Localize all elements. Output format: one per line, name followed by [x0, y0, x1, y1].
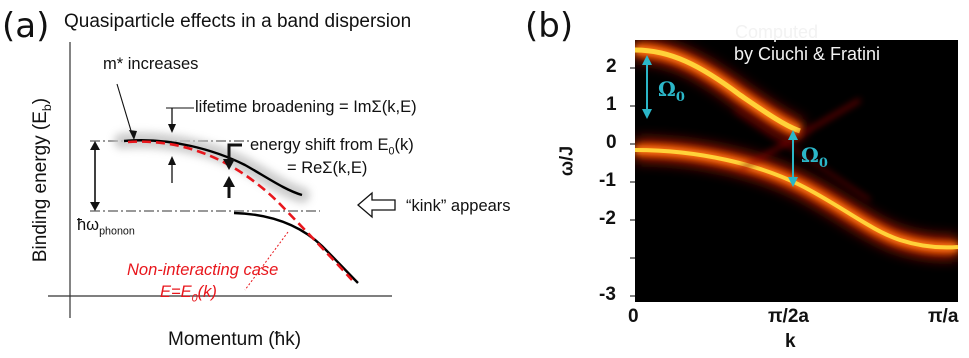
shift-bracket — [227, 143, 242, 163]
panel-b-label: (b) — [525, 6, 574, 46]
omega-label-2: Ω0 — [801, 143, 828, 171]
upper-band — [635, 47, 801, 134]
noninteracting-label-2: E=E0(k) — [160, 283, 217, 305]
kink-label: “kink” appears — [406, 197, 511, 215]
xtick-mid: π/2a — [768, 306, 809, 327]
panel-a-xlabel: Momentum (ħk) — [168, 329, 302, 350]
panel-b-xlabel: k — [785, 331, 796, 352]
panel-a-title: Quasiparticle effects in a band dispersi… — [64, 11, 412, 32]
ytick-m1: -1 — [599, 170, 616, 191]
xtick-0: 0 — [628, 306, 639, 327]
mass-label: m* increases — [103, 55, 199, 73]
ytick-m2: -2 — [599, 208, 616, 229]
map-background — [635, 40, 958, 302]
credit-line-2: by Ciuchi & Fratini — [734, 44, 881, 64]
ytick-1: 1 — [606, 94, 617, 115]
panel-b-ylabel: ω/J — [556, 145, 577, 177]
noninteracting-pointer — [244, 231, 289, 291]
kink-arrow — [357, 191, 396, 219]
lower-band — [635, 148, 958, 250]
ytick-m3: -3 — [599, 284, 616, 305]
ytick-2: 2 — [606, 56, 617, 77]
xtick-end: π/a — [928, 306, 959, 327]
shift-label-2: = ReΣ(k,E) — [287, 159, 368, 177]
omega-label-1: Ω0 — [658, 77, 685, 105]
lifetime-label: lifetime broadening = ImΣ(k,E) — [195, 98, 417, 116]
dressed-band-upper — [123, 139, 303, 197]
mass-arrow — [116, 83, 133, 135]
phonon-label: ħωphonon — [77, 216, 135, 238]
ytick-0: 0 — [606, 132, 617, 153]
noninteracting-label-1: Non-interacting case — [127, 261, 279, 279]
credit-line-1: Computed — [735, 22, 819, 42]
panel-a-label: (a) — [2, 6, 50, 46]
shift-label-1: energy shift from E0(k) — [250, 136, 414, 158]
bare-band — [127, 140, 353, 281]
